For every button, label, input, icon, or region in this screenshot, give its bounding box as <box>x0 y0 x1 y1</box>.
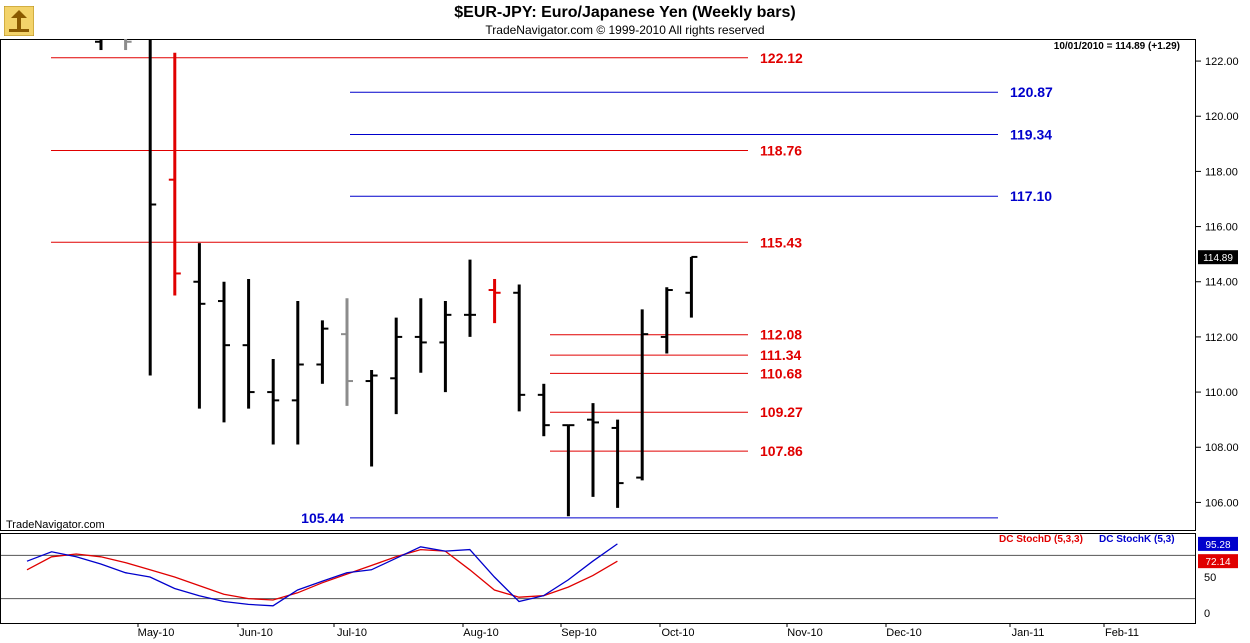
stoch-last-tag <box>1198 554 1238 569</box>
x-axis-tick-label: Nov-10 <box>787 627 822 639</box>
stoch-series-line <box>26 543 618 607</box>
stoch-last-tag-label: 72.14 <box>1205 557 1230 568</box>
price-axis-tick-label: 118.00 <box>1205 166 1238 178</box>
red-level-label: 111.34 <box>760 347 801 363</box>
x-axis-tick-label: Jan-11 <box>1012 627 1045 639</box>
price-info-label: 10/01/2010 = 114.89 (+1.29) <box>1054 41 1180 52</box>
blue-level-label: 105.44 <box>301 510 344 526</box>
price-panel-frame <box>0 39 1196 531</box>
price-axis-tick-label: 110.00 <box>1205 387 1238 399</box>
x-axis-tick-label: May-10 <box>138 627 175 639</box>
last-price-tag <box>1198 250 1238 265</box>
price-axis-tick-label: 112.00 <box>1205 332 1238 344</box>
chart-title: $EUR-JPY: Euro/Japanese Yen (Weekly bars… <box>454 4 796 21</box>
red-level-label: 112.08 <box>760 327 802 343</box>
ohlc-bars <box>95 39 698 517</box>
trade-navigator-logo-icon <box>4 6 34 36</box>
red-level-label: 110.68 <box>760 365 802 381</box>
blue-level-label: 120.87 <box>1010 84 1053 100</box>
x-axis-tick-label: Oct-10 <box>661 627 694 639</box>
x-axis-tick-label: Jun-10 <box>239 627 273 639</box>
price-axis-tick-label: 122.00 <box>1205 56 1239 68</box>
red-level-label: 118.76 <box>760 142 802 158</box>
red-level-label: 122.12 <box>760 50 803 66</box>
price-axis-tick-label: 114.00 <box>1205 277 1238 289</box>
x-axis-tick-label: Dec-10 <box>886 627 921 639</box>
watermark-label: TradeNavigator.com <box>6 519 105 531</box>
red-level-label: 107.86 <box>760 443 803 459</box>
blue-level-label: 117.10 <box>1010 188 1052 204</box>
x-axis-tick-label: Jul-10 <box>337 627 367 639</box>
stoch-legend-k: DC StochK (5,3) <box>1099 534 1175 545</box>
price-axis-tick-label: 120.00 <box>1205 111 1239 123</box>
stoch-last-tag-label: 95.28 <box>1205 540 1230 551</box>
chart-subtitle: TradeNavigator.com © 1999-2010 All right… <box>485 23 765 37</box>
x-axis-tick-label: Feb-11 <box>1105 627 1139 639</box>
x-axis-tick-label: Sep-10 <box>561 627 596 639</box>
x-axis-tick-label: Aug-10 <box>463 627 498 639</box>
stoch-panel-frame <box>0 533 1196 624</box>
stoch-legend-d: DC StochD (5,3,3) <box>999 534 1083 545</box>
price-axis-tick-label: 108.00 <box>1205 442 1239 454</box>
stoch-last-tag <box>1198 536 1238 551</box>
stoch-axis-tick-label: 50 <box>1204 572 1216 584</box>
stoch-series-line <box>26 548 618 601</box>
last-price-tag-label: 114.89 <box>1203 253 1233 264</box>
blue-level-label: 119.34 <box>1010 126 1052 142</box>
red-level-label: 109.27 <box>760 404 803 420</box>
red-level-label: 115.43 <box>760 234 802 250</box>
stoch-axis-tick-label: 0 <box>1204 608 1210 620</box>
price-axis-tick-label: 106.00 <box>1205 497 1239 509</box>
price-axis-tick-label: 116.00 <box>1205 222 1238 234</box>
